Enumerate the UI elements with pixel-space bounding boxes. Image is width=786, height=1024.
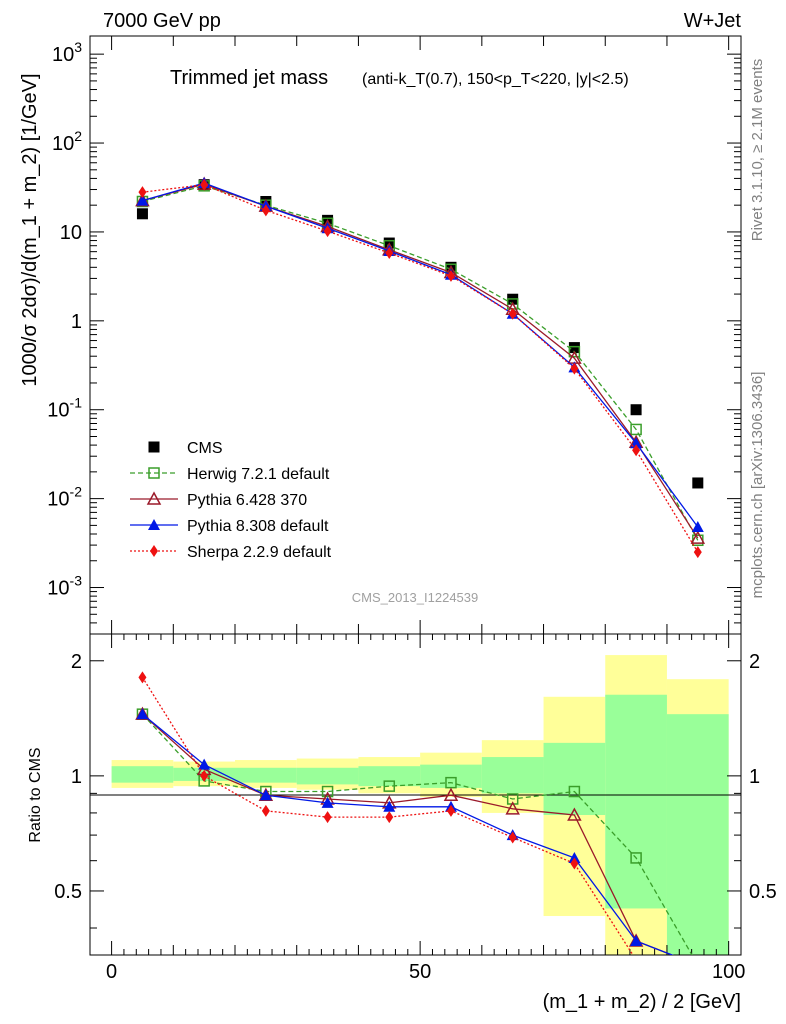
ratio-point-pythia-8-308-default — [259, 789, 272, 801]
y-tick-label: 10-1 — [47, 395, 82, 422]
legend-marker-pythia-8-308-default — [148, 519, 160, 530]
ratio-point-herwig-7-2-1-default — [568, 785, 581, 798]
data-point-cms — [136, 208, 148, 220]
ratio-point-sherpa-2-2-9-default — [261, 804, 270, 817]
ratio-band-inner — [235, 767, 297, 783]
ratio-point-sherpa-2-2-9-default — [385, 811, 394, 824]
legend-label-pythia-6-428-370: Pythia 6.428 370 — [187, 492, 307, 509]
data-point-sherpa-2-2-9-default — [570, 362, 579, 375]
ratio-tick-label: 1 — [71, 766, 82, 788]
data-point-sherpa-2-2-9-default — [693, 546, 702, 559]
analysis-watermark: CMS_2013_I1224539 — [352, 590, 479, 605]
ratio-line-pythia-8-308-default — [142, 713, 674, 955]
ratio-band-inner — [420, 764, 482, 788]
ratio-point-sherpa-2-2-9-default — [138, 671, 147, 684]
ratio-point-sherpa-2-2-9-default — [323, 811, 332, 824]
legend-label-herwig-7-2-1-default: Herwig 7.2.1 default — [187, 466, 330, 483]
data-point-sherpa-2-2-9-default — [446, 269, 455, 282]
series-line-sherpa-2-2-9-default — [142, 184, 699, 553]
ratio-point-sherpa-2-2-9-default — [200, 769, 209, 782]
ratio-tick-label: 2 — [71, 651, 82, 673]
data-point-herwig-7-2-1-default — [568, 345, 581, 358]
ratio-point-sherpa-2-2-9-default — [446, 804, 455, 817]
ratio-point-pythia-8-308-default — [630, 934, 643, 946]
ratio-uncertainty-bands — [111, 655, 729, 955]
data-point-sherpa-2-2-9-default — [200, 178, 209, 191]
legend-label-cms: CMS — [187, 440, 223, 457]
legend-marker-cms — [148, 441, 160, 453]
y-tick-label: 1 — [71, 311, 82, 333]
ratio-point-sherpa-2-2-9-default — [508, 831, 517, 844]
data-point-sherpa-2-2-9-default — [138, 186, 147, 199]
ratio-line-herwig-7-2-1-default — [141, 713, 693, 955]
rivet-version-label: Rivet 3.1.10, ≥ 2.1M events — [749, 59, 766, 242]
legend-label-sherpa-2-2-9-default: Sherpa 2.2.9 default — [187, 544, 332, 561]
ratio-point-pythia-8-308-default — [321, 796, 334, 808]
y-axis-label: 1000/σ 2dσ)/d(m_1 + m_2) [1/GeV] — [19, 73, 41, 386]
ratio-line-pythia-6-428-370 — [142, 713, 674, 955]
ratio-axis-label: Ratio to CMS — [27, 747, 44, 842]
data-point-cms — [568, 342, 580, 354]
chart-title: Trimmed jet mass — [170, 67, 328, 89]
ratio-point-herwig-7-2-1-default — [321, 785, 334, 798]
legend-marker-sherpa-2-2-9-default — [150, 545, 158, 557]
series-line-pythia-6-428-370 — [142, 183, 699, 539]
ratio-point-pythia-8-308-default — [136, 708, 149, 720]
ratio-point-pythia-8-308-default — [383, 800, 396, 812]
ratio-band-inner — [358, 766, 421, 787]
ratio-band-inner — [543, 742, 606, 816]
x-tick-label: 100 — [712, 961, 745, 983]
legend-label-pythia-8-308-default: Pythia 8.308 default — [187, 518, 329, 535]
x-tick-label: 0 — [106, 961, 117, 983]
y-tick-label: 10-2 — [47, 484, 82, 511]
ratio-band-inner — [481, 757, 544, 794]
y-tick-label: 102 — [52, 128, 82, 155]
ratio-point-pythia-8-308-default — [568, 851, 581, 863]
ratio-tick-label: 0.5 — [54, 881, 82, 903]
data-point-cms — [692, 477, 704, 489]
data-point-sherpa-2-2-9-default — [632, 444, 641, 457]
y-tick-label: 10-3 — [47, 573, 82, 600]
ratio-tick-label: 0.5 — [749, 881, 777, 903]
ratio-band-inner — [666, 714, 729, 955]
x-axis-label: (m_1 + m_2) / 2 [GeV] — [543, 991, 741, 1013]
data-point-sherpa-2-2-9-default — [508, 307, 517, 320]
series-line-herwig-7-2-1-default — [142, 185, 699, 541]
data-point-sherpa-2-2-9-default — [261, 204, 270, 217]
ratio-band-inner — [111, 766, 174, 783]
ratio-point-pythia-6-428-370 — [443, 787, 459, 801]
ratio-point-sherpa-2-2-9-default — [570, 857, 579, 870]
mcplots-credit-label: mcplots.cern.ch [arXiv:1306.3436] — [749, 372, 766, 599]
ratio-point-herwig-7-2-1-default — [630, 852, 642, 864]
ratio-tick-label: 2 — [749, 651, 760, 673]
legend-marker-herwig-7-2-1-default — [148, 467, 160, 479]
data-point-pythia-6-428-370 — [690, 530, 706, 544]
data-point-sherpa-2-2-9-default — [385, 246, 394, 259]
data-point-sherpa-2-2-9-default — [323, 225, 332, 238]
data-point-herwig-7-2-1-default — [630, 423, 642, 436]
y-tick-label: 10 — [60, 222, 82, 244]
ratio-point-herwig-7-2-1-default — [383, 780, 396, 792]
ratio-line-sherpa-2-2-9-default — [141, 677, 634, 955]
ratio-band-inner — [605, 694, 667, 909]
process-label: W+Jet — [684, 10, 742, 32]
chart-subtitle: (anti-k_T(0.7), 150<p_T<220, |y|<2.5) — [362, 71, 629, 88]
series-line-pythia-8-308-default — [142, 182, 699, 528]
x-tick-label: 50 — [409, 961, 431, 983]
data-point-cms — [630, 404, 642, 416]
data-point-pythia-8-308-default — [136, 194, 149, 206]
data-point-pythia-8-308-default — [691, 520, 704, 532]
energy-label: 7000 GeV pp — [103, 10, 221, 32]
ratio-point-pythia-8-308-default — [198, 758, 211, 770]
ratio-point-herwig-7-2-1-default — [445, 776, 457, 789]
ratio-point-pythia-6-428-370 — [505, 801, 520, 815]
ratio-point-pythia-6-428-370 — [567, 807, 582, 821]
ratio-band-inner — [296, 767, 359, 785]
legend-marker-pythia-6-428-370 — [146, 491, 162, 505]
y-tick-label: 103 — [52, 39, 82, 66]
ratio-tick-label: 1 — [749, 766, 760, 788]
